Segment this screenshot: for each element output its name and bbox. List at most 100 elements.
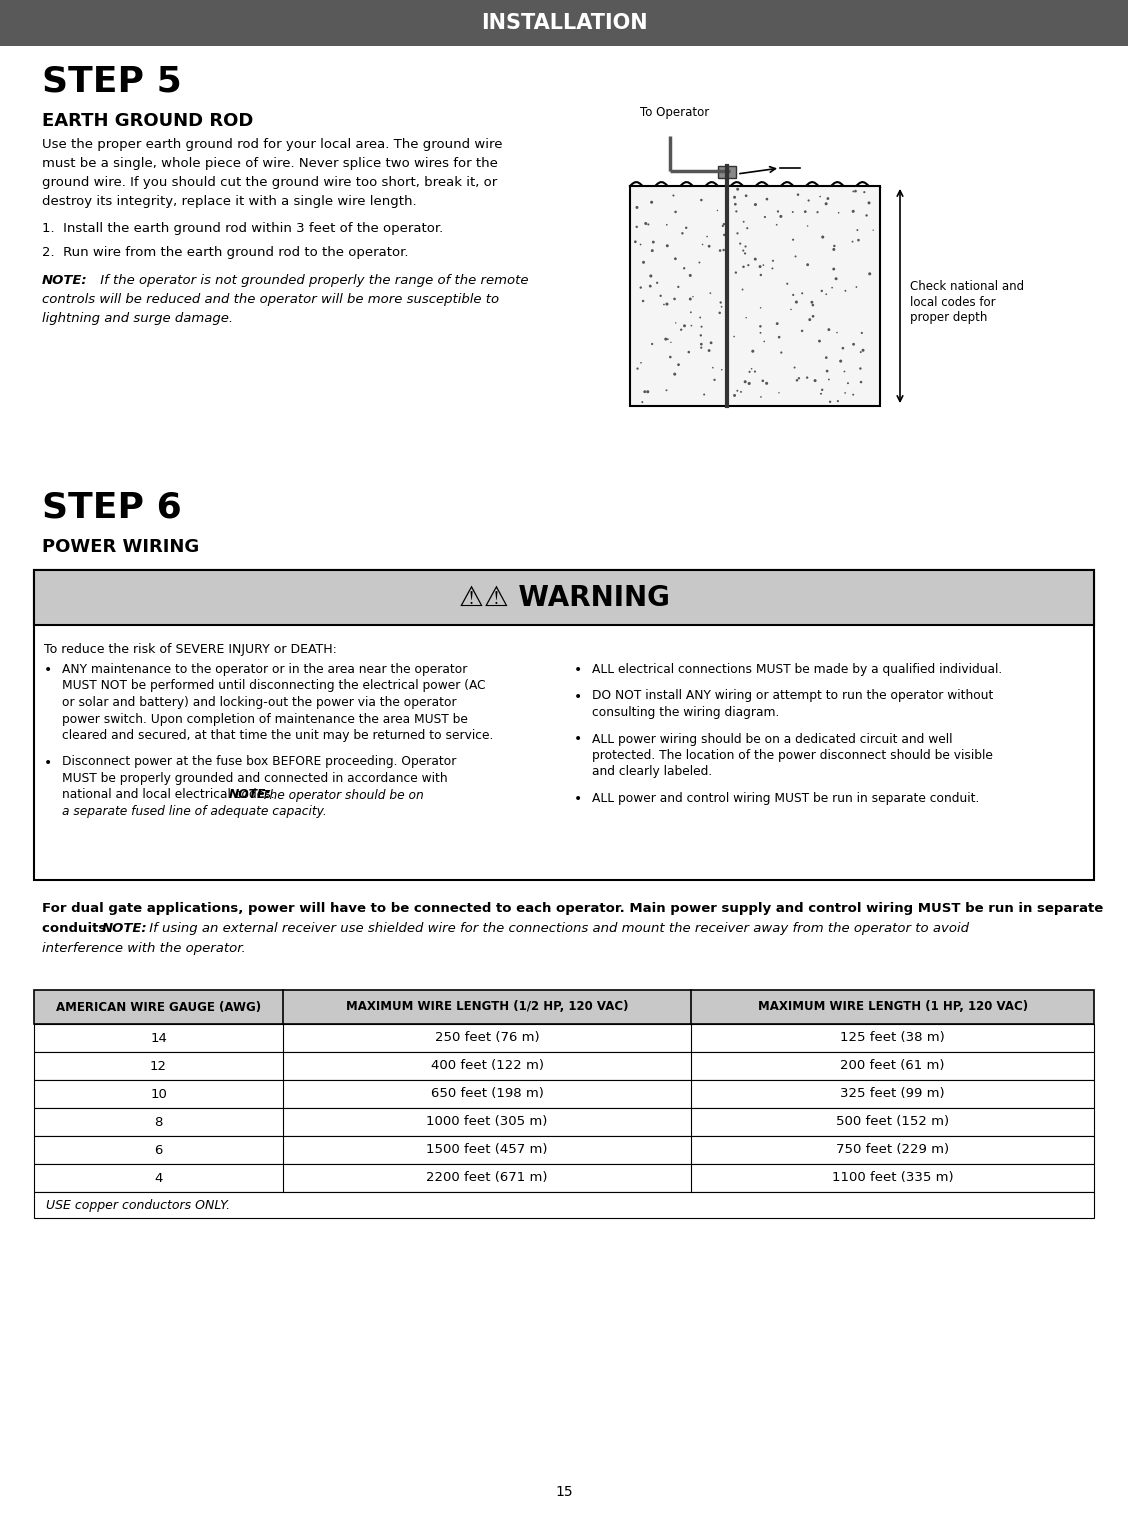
Point [782, 297, 800, 321]
Point [659, 327, 677, 351]
Point [728, 200, 746, 224]
Text: To Operator: To Operator [640, 106, 710, 120]
Text: 10: 10 [150, 1087, 167, 1101]
Point [739, 253, 757, 277]
Point [733, 277, 751, 301]
Point [635, 250, 653, 274]
Point [711, 238, 729, 262]
Point [705, 368, 723, 392]
Text: MAXIMUM WIRE LENGTH (1 HP, 120 VAC): MAXIMUM WIRE LENGTH (1 HP, 120 VAC) [758, 1001, 1028, 1013]
Point [751, 254, 769, 279]
Text: •: • [44, 663, 52, 677]
Point [643, 239, 661, 263]
Text: 400 feet (122 m): 400 feet (122 m) [431, 1060, 544, 1072]
Point [772, 204, 790, 229]
Text: a separate fused line of adequate capacity.: a separate fused line of adequate capaci… [62, 805, 327, 818]
Point [717, 339, 735, 363]
Point [628, 195, 646, 220]
Point [751, 295, 769, 319]
Text: 650 feet (198 m): 650 feet (198 m) [431, 1087, 544, 1101]
Bar [34, 1023, 1094, 1052]
Point [786, 244, 804, 268]
Point [751, 321, 769, 345]
Point [734, 209, 752, 233]
Point [852, 356, 870, 380]
Point [846, 179, 864, 203]
Text: national and local electrical codes.: national and local electrical codes. [62, 789, 279, 801]
Point [737, 235, 755, 259]
Point [642, 263, 660, 288]
Point [737, 306, 755, 330]
Point [813, 226, 831, 250]
Point [715, 212, 733, 236]
Point [669, 274, 687, 298]
Point [693, 315, 711, 339]
Point [778, 271, 796, 295]
Text: interference with the operator.: interference with the operator. [42, 942, 246, 955]
Text: or solar and battery) and locking-out the power via the operator: or solar and battery) and locking-out th… [62, 696, 457, 709]
Point [708, 198, 726, 223]
Point [848, 218, 866, 242]
Point [725, 383, 743, 407]
Point [758, 371, 776, 395]
Point [737, 369, 755, 394]
Point [796, 200, 814, 224]
Point [725, 185, 743, 209]
Point [702, 282, 720, 306]
Point [737, 241, 755, 265]
Point [741, 360, 759, 385]
Point [784, 200, 802, 224]
Point [751, 315, 769, 339]
Point [714, 213, 732, 238]
Bar [34, 1136, 1094, 1164]
Point [793, 282, 811, 306]
Point [729, 221, 747, 245]
Point [680, 341, 698, 365]
Point [820, 318, 838, 342]
Point [747, 247, 765, 271]
Point [626, 230, 644, 254]
Point [857, 203, 875, 227]
Text: USE copper conductors ONLY.: USE copper conductors ONLY. [46, 1199, 230, 1211]
Point [666, 362, 684, 386]
Point [670, 353, 688, 377]
Point [677, 215, 695, 239]
Point [632, 276, 650, 300]
Point [810, 329, 828, 353]
Text: 1.  Install the earth ground rod within 3 feet of the operator.: 1. Install the earth ground rod within 3… [42, 223, 443, 235]
Point [652, 283, 670, 307]
Point [752, 263, 770, 288]
Point [740, 371, 758, 395]
Point [860, 191, 878, 215]
Point [764, 256, 782, 280]
Point [803, 291, 821, 315]
Point [658, 292, 676, 316]
Bar [34, 1079, 1094, 1108]
Text: local codes for: local codes for [910, 295, 996, 309]
Point [825, 238, 843, 262]
Text: destroy its integrity, replace it with a single wire length.: destroy its integrity, replace it with a… [42, 195, 416, 207]
Point [661, 345, 679, 369]
Point [704, 356, 722, 380]
Point [693, 332, 711, 356]
Point [852, 341, 870, 365]
Point [662, 330, 680, 354]
Bar [34, 1164, 1094, 1192]
Text: protected. The location of the power disconnect should be visible: protected. The location of the power dis… [592, 749, 993, 762]
Point [655, 292, 673, 316]
Point [717, 300, 735, 324]
Text: If the operator is not grounded properly the range of the remote: If the operator is not grounded properly… [96, 274, 529, 288]
Text: To reduce the risk of SEVERE INJURY or DEATH:: To reduce the risk of SEVERE INJURY or D… [44, 643, 337, 656]
Text: 8: 8 [155, 1116, 162, 1128]
Text: If using an external receiver use shielded wire for the connections and mount th: If using an external receiver use shield… [146, 922, 969, 936]
Point [667, 247, 685, 271]
Text: STEP 5: STEP 5 [42, 64, 182, 98]
Text: ALL electrical connections MUST be made by a qualified individual.: ALL electrical connections MUST be made … [592, 663, 1003, 675]
Point [801, 307, 819, 332]
Point [826, 233, 844, 257]
Text: must be a single, whole piece of wire. Never splice two wires for the: must be a single, whole piece of wire. N… [42, 157, 497, 170]
Point [636, 380, 654, 404]
Bar [34, 1108, 1094, 1136]
Point [641, 274, 659, 298]
Point [864, 218, 882, 242]
